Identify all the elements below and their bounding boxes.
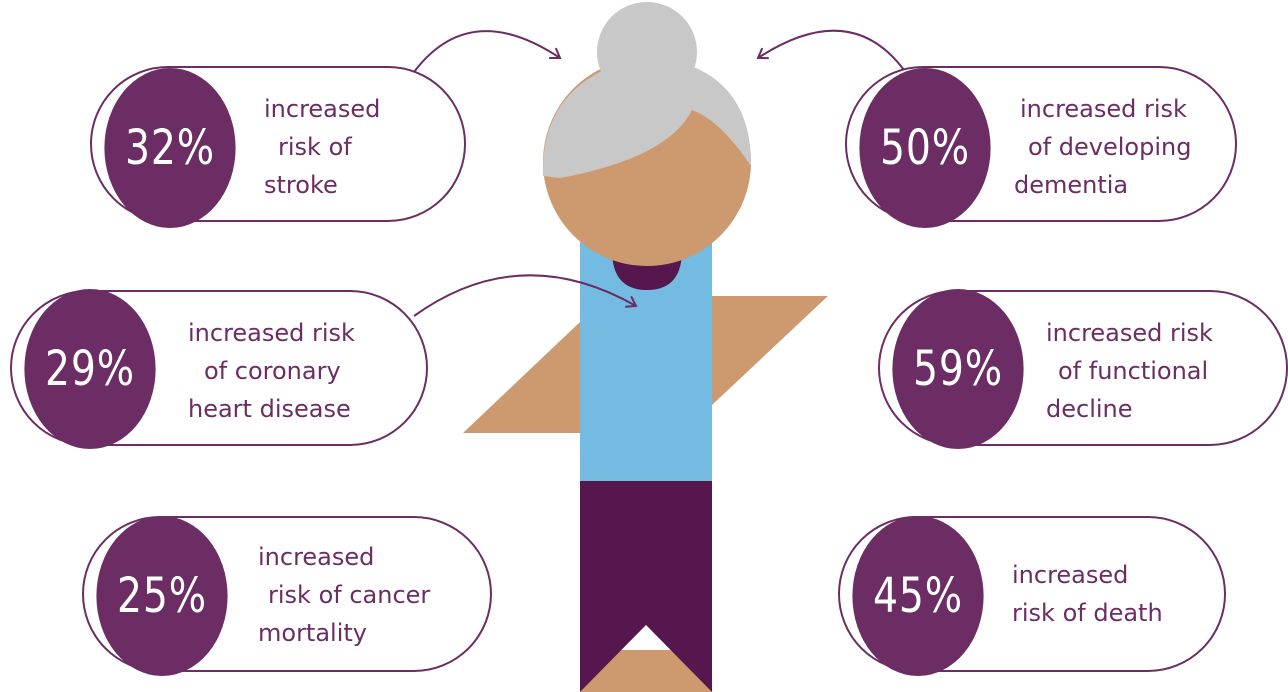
- dementia-value: 50%: [859, 68, 991, 228]
- functional-value: 59%: [892, 289, 1024, 449]
- coronary-label-line-2: of coronary: [204, 357, 341, 385]
- dementia-label-line-2: of developing: [1028, 133, 1192, 161]
- death-label: increased risk of death: [1012, 556, 1163, 632]
- functional-label: increased risk of functional decline: [1046, 314, 1213, 428]
- coronary-label-line-1: increased risk: [188, 319, 355, 347]
- functional-label-line-2: of functional: [1058, 357, 1209, 385]
- dementia-label-line-3: dementia: [1014, 171, 1129, 199]
- stroke-label: increased risk of stroke: [264, 90, 380, 204]
- pants: [580, 480, 712, 692]
- arrow-stroke: [413, 30, 562, 73]
- cancer-label-line-3: mortality: [258, 619, 367, 647]
- arrow-dementia: [756, 29, 905, 71]
- death-value: 45%: [852, 516, 984, 676]
- arrow-coronary: [413, 274, 638, 317]
- stroke-value: 32%: [104, 68, 236, 228]
- right-arm: [712, 296, 828, 405]
- cancer-value: 25%: [96, 516, 228, 676]
- death-label-line-1: increased: [1012, 561, 1129, 589]
- cancer-label-line-2: risk of cancer: [268, 581, 431, 609]
- left-arm: [463, 322, 580, 433]
- coronary-label: increased risk of coronary heart disease: [188, 314, 355, 428]
- death-label-line-2: risk of death: [1012, 599, 1163, 627]
- stroke-label-line-2: risk of: [278, 133, 352, 161]
- coronary-value: 29%: [24, 289, 156, 449]
- hair: [542, 56, 752, 178]
- stroke-label-line-1: increased: [264, 95, 381, 123]
- functional-label-line-3: decline: [1046, 395, 1133, 423]
- cancer-label-line-1: increased: [258, 543, 375, 571]
- legs: [580, 650, 712, 692]
- dementia-label: increased risk of developing dementia: [1014, 90, 1191, 204]
- cancer-label: increased risk of cancer mortality: [258, 538, 430, 652]
- functional-label-line-1: increased risk: [1046, 319, 1213, 347]
- dementia-label-line-1: increased risk: [1020, 95, 1187, 123]
- coronary-label-line-3: heart disease: [188, 395, 351, 423]
- stroke-label-line-3: stroke: [264, 171, 338, 199]
